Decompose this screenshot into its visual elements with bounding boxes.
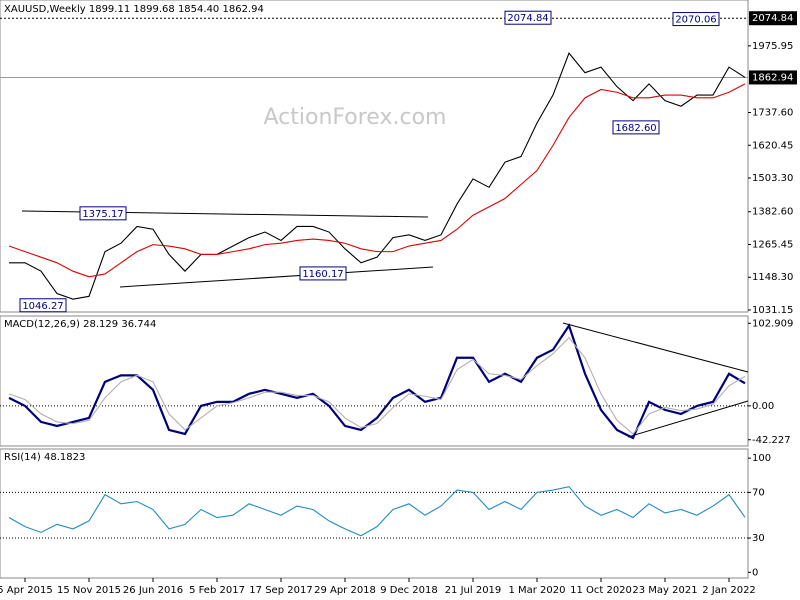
annotation-box: [19, 298, 67, 313]
annotation-label: 2074.84: [507, 13, 548, 24]
x-tick-label: 15 Nov 2015: [57, 585, 121, 596]
rsi-title: RSI(14) 48.1823: [4, 452, 85, 463]
x-tick-label: 21 Jul 2019: [445, 585, 502, 596]
chart-title: XAUUSD,Weekly 1899.11 1899.68 1854.40 18…: [4, 4, 264, 15]
annotation-box: [504, 10, 552, 25]
annotation-label: 1682.60: [615, 123, 656, 134]
trendline: [119, 266, 434, 288]
x-tick-label: 9 Dec 2018: [380, 585, 438, 596]
x-tick-label: 2 Jan 2022: [702, 585, 756, 596]
y-tick-label: 0: [752, 567, 758, 578]
macd-panel: [0, 315, 749, 447]
annotation-label: 2070.06: [675, 15, 716, 26]
x-tick-label: 5 Feb 2017: [189, 585, 245, 596]
y-tick-label: 70: [752, 487, 765, 498]
y-tick-label: 1503.30: [752, 173, 793, 184]
series-line: [9, 52, 746, 300]
annotation-box: [612, 120, 660, 135]
x-tick-label: 11 Oct 2020: [570, 585, 632, 596]
y-tick-label: 0.00: [752, 401, 774, 412]
x-tick-label: 1 Mar 2020: [508, 585, 565, 596]
y-tick-label: 102.909: [752, 318, 793, 329]
x-tick-label: 29 Apr 2018: [314, 585, 376, 596]
y-tick-label: 1737.60: [752, 107, 793, 118]
y-tick-label: 1382.60: [752, 207, 793, 218]
series-line: [8, 83, 746, 278]
y-tick-label: 1620.45: [752, 140, 793, 151]
trendline: [627, 400, 749, 438]
x-tick-label: 23 May 2021: [632, 585, 697, 596]
annotation-label: 1375.17: [82, 209, 123, 220]
macd-title: MACD(12,26,9) 28.129 36.744: [4, 319, 156, 330]
y-tick-label: 1265.45: [752, 239, 793, 250]
macd-value: 28.129: [83, 319, 118, 330]
series-line: [8, 486, 746, 537]
close: 1862.94: [222, 4, 263, 15]
price-box: [749, 11, 797, 26]
y-tick-label: -42.227: [752, 435, 791, 446]
price-box: [749, 70, 797, 85]
rsi-value: 48.1823: [44, 452, 85, 463]
x-tick-label: 5 Apr 2015: [0, 585, 53, 596]
y-tick-label: 1975.95: [752, 41, 793, 52]
y-tick-label: 1148.30: [752, 272, 793, 283]
annotation-box: [672, 12, 720, 27]
annotation-label: 1160.17: [302, 269, 343, 280]
series-line: [8, 336, 746, 435]
symbol: XAUUSD,Weekly: [4, 4, 86, 15]
series-line: [8, 323, 746, 440]
x-tick-label: 17 Sep 2017: [249, 585, 312, 596]
price-panel: [0, 0, 749, 313]
low: 1854.40: [178, 4, 219, 15]
y-tick-label: 1031.15: [752, 305, 793, 316]
annotation-box: [299, 266, 347, 281]
watermark: ActionForex.com: [264, 105, 447, 130]
signal-value: 36.744: [121, 319, 156, 330]
trendline: [562, 322, 749, 373]
rsi-name: RSI(14): [4, 452, 41, 463]
annotation-label: 1046.27: [22, 301, 63, 312]
price-box-label: 2074.84: [752, 13, 793, 24]
price-box-label: 1862.94: [752, 72, 793, 83]
open: 1899.11: [89, 4, 130, 15]
annotation-box: [79, 206, 127, 221]
rsi-panel: [0, 448, 749, 579]
high: 1899.68: [133, 4, 174, 15]
y-tick-label: 30: [752, 533, 765, 544]
macd-name: MACD(12,26,9): [4, 319, 80, 330]
x-tick-label: 26 Jun 2016: [123, 585, 183, 596]
y-tick-label: 100: [752, 453, 771, 464]
